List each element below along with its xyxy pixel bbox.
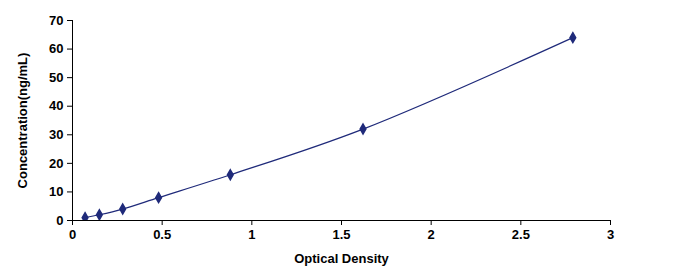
svg-text:2: 2 xyxy=(428,227,435,242)
svg-text:20: 20 xyxy=(49,156,63,171)
svg-text:40: 40 xyxy=(49,98,63,113)
svg-text:0: 0 xyxy=(69,227,76,242)
svg-text:1.5: 1.5 xyxy=(332,227,350,242)
svg-text:70: 70 xyxy=(49,13,63,28)
svg-text:60: 60 xyxy=(49,41,63,56)
svg-text:Optical Density: Optical Density xyxy=(294,251,389,266)
svg-text:50: 50 xyxy=(49,70,63,85)
svg-text:30: 30 xyxy=(49,127,63,142)
svg-text:3: 3 xyxy=(607,227,614,242)
svg-text:1: 1 xyxy=(248,227,255,242)
svg-text:0.5: 0.5 xyxy=(153,227,171,242)
svg-text:10: 10 xyxy=(49,184,63,199)
svg-text:Concentration(ng/mL): Concentration(ng/mL) xyxy=(15,53,30,189)
svg-text:2.5: 2.5 xyxy=(512,227,530,242)
svg-text:0: 0 xyxy=(56,213,63,228)
